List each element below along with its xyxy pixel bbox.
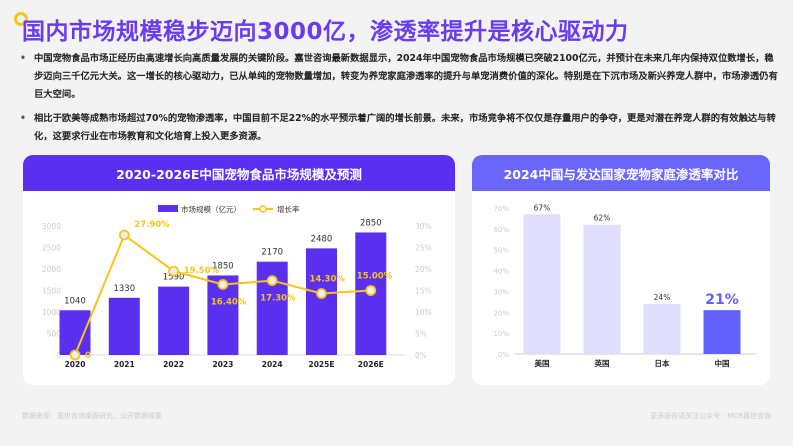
y2-tick-label: 30% <box>415 222 432 231</box>
growth-label: 19.50% <box>184 266 220 276</box>
y-tick-label: 1000 <box>42 308 61 317</box>
bullet-item: 相比于欧美等成熟市场超过70%的宠物渗透率，中国目前不足22%的水平预示着广阔的… <box>18 110 778 146</box>
y-tick-label: 30% <box>493 288 509 296</box>
growth-label: 27.90% <box>134 220 170 230</box>
bar <box>703 310 741 354</box>
bullet-list: 中国宠物食品市场正经历由高速增长向高质量发展的关键阶段。嘉世咨询最新数据显示，2… <box>18 50 778 152</box>
x-tick-label: 2021 <box>114 360 135 369</box>
y-tick-label: 20% <box>493 309 509 317</box>
growth-marker <box>316 288 327 299</box>
x-tick-label: 2023 <box>212 360 233 369</box>
legend-label: 市场规模（亿元） <box>181 204 241 214</box>
y-tick-label: 10% <box>493 330 509 338</box>
y-tick-label: 1500 <box>42 287 61 296</box>
bar-value-label: 24% <box>654 293 671 302</box>
market-size-card: 2020-2026E中国宠物食品市场规模及预测 0 500 1000 1500 2000… <box>23 155 455 385</box>
y-tick-label: 0% <box>498 351 509 359</box>
y-tick-label: 50% <box>493 247 509 255</box>
bullet-item: 中国宠物食品市场正经历由高速增长向高质量发展的关键阶段。嘉世咨询最新数据显示，2… <box>18 50 778 104</box>
y-tick-label: 40% <box>493 268 509 276</box>
growth-marker <box>217 279 229 290</box>
y-tick-label: 500 <box>47 330 62 339</box>
x-tick-label: 英国 <box>595 358 610 368</box>
y2-tick-label: 25% <box>415 244 432 253</box>
growth-label: 14.30% <box>310 275 346 285</box>
growth-marker <box>118 229 130 241</box>
y-tick-label: 2500 <box>42 244 61 253</box>
x-tick-label: 2024 <box>262 360 283 369</box>
bar-value-label: 21% <box>705 292 739 308</box>
follow-note: 更多报告请关注公众号：MCR嘉世咨询 <box>650 412 771 420</box>
x-tick-label: 2022 <box>163 360 184 369</box>
bar-value-label: 2480 <box>311 234 333 244</box>
y2-tick-label: 0% <box>415 351 427 360</box>
x-tick-label: 2026E <box>358 360 384 369</box>
bar-value-label: 1040 <box>64 296 86 306</box>
card-title: 2020-2026E中国宠物食品市场规模及预测 <box>23 155 455 191</box>
y-tick-label: 2000 <box>42 265 61 274</box>
page-title: 国内市场规模稳步迈向3000亿，渗透率提升是核心驱动力 <box>22 19 629 45</box>
legend-label: 增长率 <box>277 204 300 214</box>
x-tick-label: 美国 <box>535 358 550 368</box>
bar <box>59 310 91 355</box>
bar <box>643 303 681 354</box>
growth-marker <box>168 265 180 277</box>
x-tick-label: 2020 <box>65 360 86 369</box>
y-tick-label: 60% <box>493 226 509 234</box>
decor-ring-icon <box>14 12 28 26</box>
x-tick-label: 中国 <box>715 358 730 368</box>
y2-tick-label: 5% <box>415 330 427 339</box>
bar-value-label: 1590 <box>163 273 185 283</box>
bar-value-label: 1850 <box>212 261 234 271</box>
bar <box>523 214 561 354</box>
card-title: 2024中国与发达国家宠物家庭渗透率对比 <box>472 155 770 191</box>
y-tick-label: 70% <box>493 205 509 213</box>
bar-value-label: 67% <box>534 203 551 212</box>
y2-tick-label: 10% <box>415 308 432 317</box>
x-tick-label: 日本 <box>655 358 670 368</box>
penetration-chart: 0% 10% 20% 30% 40% 50% 60% 70% 67% 美国 62% 英国 24% 日本 21… <box>493 203 756 368</box>
legend-bar-swatch <box>158 205 178 212</box>
bar-value-label: 62% <box>594 214 611 223</box>
bar <box>108 297 140 355</box>
y2-tick-label: 15% <box>415 287 432 296</box>
growth-label: 15.00% <box>357 272 393 282</box>
source-note: 数据来源：嘉世咨询桌面研究，公开数据收集 <box>22 412 162 420</box>
growth-marker <box>69 349 81 361</box>
growth-label: 17.30% <box>260 294 296 304</box>
market-size-chart: 0 500 1000 1500 2000 2500 3000 0% 5% 10% 15% 20% 25%… <box>42 204 432 369</box>
x-tick-label: 2025E <box>309 360 335 369</box>
bar-value-label: 2170 <box>261 248 283 258</box>
bar-value-label: 2850 <box>360 218 382 228</box>
growth-label: 0 <box>85 351 91 361</box>
growth-label: 16.40% <box>211 297 247 307</box>
bar <box>158 286 190 355</box>
y-tick-label: 0 <box>56 351 61 360</box>
bar-value-label: 1330 <box>113 284 135 294</box>
growth-marker <box>266 275 278 287</box>
bar <box>583 224 621 354</box>
legend-marker <box>259 205 267 213</box>
penetration-card: 2024中国与发达国家宠物家庭渗透率对比 0% 10% 20% 30% 40% 50% 60… <box>472 155 770 385</box>
growth-marker <box>365 285 377 296</box>
y2-tick-label: 20% <box>415 265 432 274</box>
y-tick-label: 3000 <box>42 222 61 231</box>
bar <box>306 248 337 355</box>
